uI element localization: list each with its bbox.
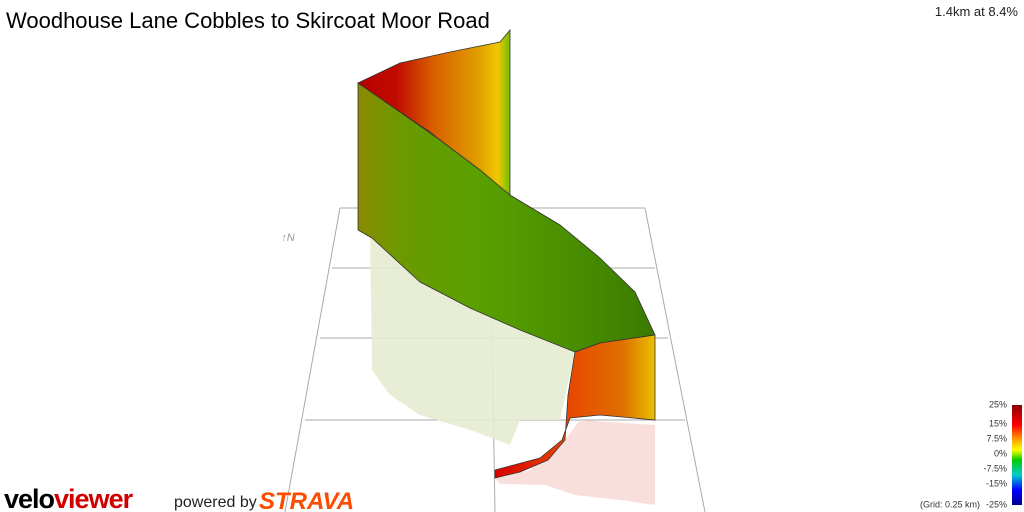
ribbon-back [357,28,511,196]
legend-label: -15% [986,478,1007,488]
stat: 1.4km at 8.4% [935,4,1019,19]
grid-note: (Grid: 0.25 km) [920,499,980,509]
ribbon-climb [494,334,656,479]
legend-label: 0% [994,448,1007,458]
logo[interactable]: veloviewer [4,484,135,512]
powered-by: powered by [174,494,257,511]
title: Woodhouse Lane Cobbles to Skircoat Moor … [6,8,490,33]
legend-label: -25% [986,499,1007,509]
strava-logo[interactable]: STRAVA [259,488,354,512]
shadow-green [370,232,575,445]
legend-label: 25% [989,399,1007,409]
logo-viewer: viewer [54,484,134,512]
legend-label: 7.5% [986,433,1007,443]
color-scale [1012,405,1022,505]
legend-label: -7.5% [983,463,1007,473]
shadow-red [495,420,655,505]
legend-label: 15% [989,418,1007,428]
logo-velo: velo [4,484,55,512]
compass: ↑N [280,232,296,244]
